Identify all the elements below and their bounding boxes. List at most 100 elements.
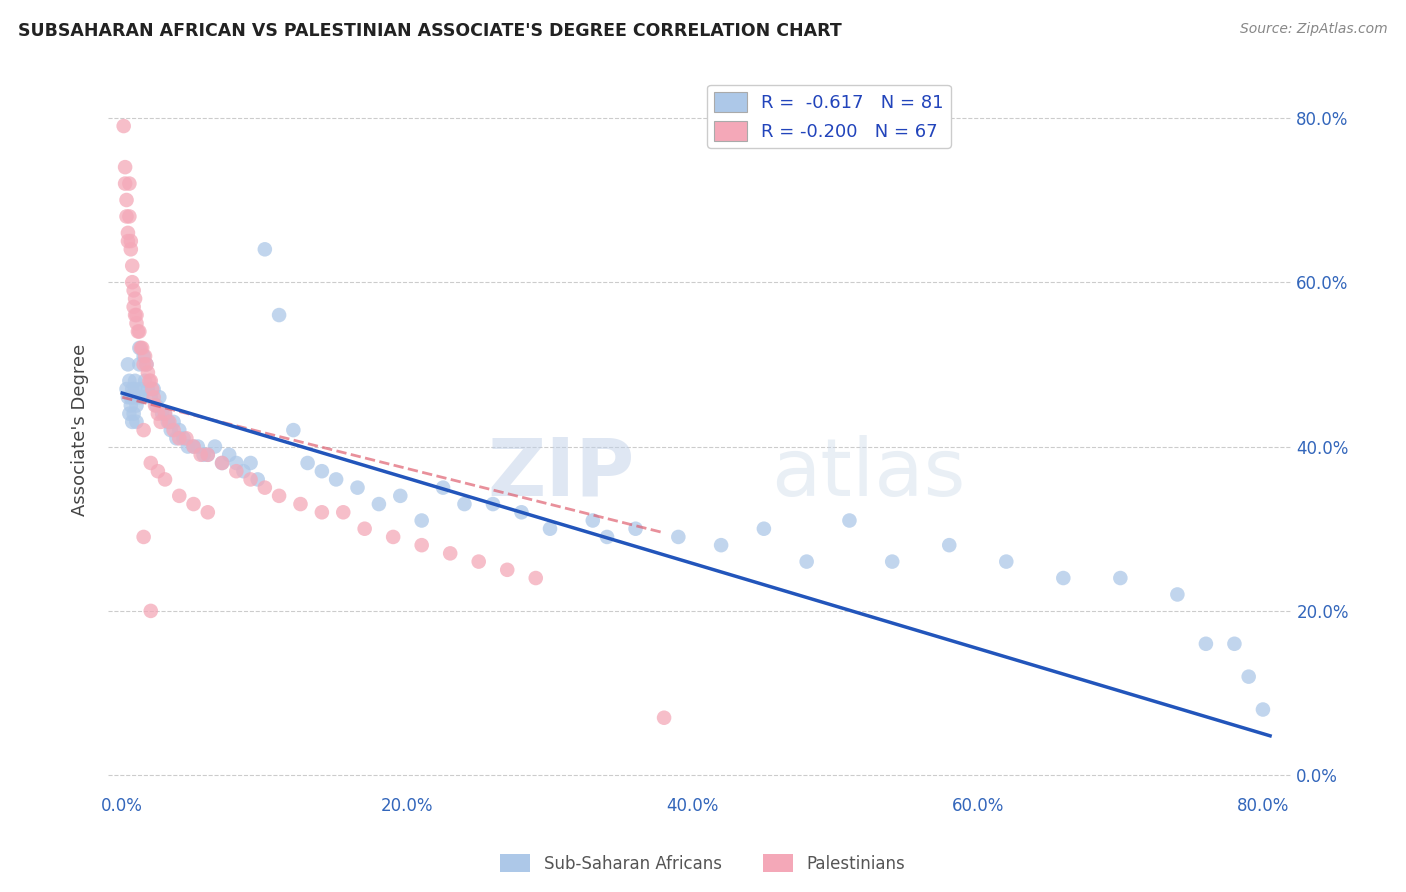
Point (122, 284, 145, 298)
Point (148, 390, 170, 404)
Point (121, 259, 143, 273)
Point (353, 522, 375, 536)
Point (838, 514, 860, 528)
Point (124, 382, 146, 396)
Point (159, 423, 181, 437)
Point (117, 390, 139, 404)
Point (125, 399, 148, 413)
Point (134, 349, 156, 363)
Point (115, 193, 138, 207)
Point (269, 308, 291, 322)
Point (290, 497, 312, 511)
Point (1237, 670, 1260, 684)
Point (115, 210, 138, 224)
Point (332, 505, 354, 519)
Point (153, 407, 176, 421)
Point (162, 423, 184, 437)
Point (652, 711, 675, 725)
Point (153, 472, 176, 486)
Point (136, 382, 159, 396)
Point (752, 522, 775, 536)
Point (382, 530, 405, 544)
Point (938, 538, 960, 552)
Point (135, 357, 157, 371)
Point (115, 382, 138, 396)
Point (1195, 637, 1218, 651)
Point (193, 448, 215, 462)
Point (173, 431, 195, 445)
Point (367, 497, 389, 511)
Point (114, 160, 136, 174)
Point (118, 374, 141, 388)
Point (120, 243, 142, 257)
Point (253, 481, 276, 495)
Point (467, 555, 489, 569)
Point (411, 514, 433, 528)
Point (176, 431, 198, 445)
Point (169, 423, 191, 437)
Point (127, 390, 149, 404)
Point (187, 440, 209, 454)
Point (1052, 571, 1074, 585)
Point (138, 374, 160, 388)
Point (142, 390, 165, 404)
Point (162, 415, 184, 429)
Point (297, 456, 319, 470)
Point (122, 300, 145, 314)
Point (139, 390, 162, 404)
Point (125, 316, 148, 330)
Point (117, 226, 139, 240)
Legend: Sub-Saharan Africans, Palestinians: Sub-Saharan Africans, Palestinians (494, 847, 912, 880)
Point (157, 415, 180, 429)
Point (582, 514, 605, 528)
Point (1223, 637, 1246, 651)
Point (432, 481, 454, 495)
Point (117, 357, 139, 371)
Point (411, 538, 433, 552)
Point (120, 390, 142, 404)
Point (796, 555, 818, 569)
Point (124, 374, 146, 388)
Point (122, 390, 145, 404)
Point (596, 530, 619, 544)
Point (129, 341, 152, 355)
Point (246, 472, 269, 486)
Point (169, 431, 191, 445)
Text: atlas: atlas (770, 434, 965, 513)
Point (239, 456, 262, 470)
Point (121, 382, 143, 396)
Point (150, 407, 173, 421)
Text: SUBSAHARAN AFRICAN VS PALESTINIAN ASSOCIATE'S DEGREE CORRELATION CHART: SUBSAHARAN AFRICAN VS PALESTINIAN ASSOCI… (18, 22, 842, 40)
Point (482, 497, 505, 511)
Point (124, 292, 146, 306)
Point (121, 415, 143, 429)
Point (1166, 587, 1188, 601)
Point (197, 448, 219, 462)
Point (127, 325, 149, 339)
Point (146, 464, 169, 478)
Point (120, 234, 142, 248)
Point (128, 325, 150, 339)
Point (156, 415, 179, 429)
Point (211, 456, 233, 470)
Point (136, 366, 159, 380)
Point (132, 357, 155, 371)
Point (710, 538, 733, 552)
Point (538, 522, 561, 536)
Point (143, 399, 166, 413)
Point (882, 555, 904, 569)
Point (141, 382, 163, 396)
Point (496, 563, 519, 577)
Point (1109, 571, 1132, 585)
Point (139, 456, 162, 470)
Point (211, 456, 233, 470)
Point (269, 489, 291, 503)
Point (149, 415, 172, 429)
Point (253, 243, 276, 257)
Point (283, 423, 305, 437)
Point (132, 349, 155, 363)
Point (139, 374, 162, 388)
Point (510, 505, 533, 519)
Point (177, 440, 200, 454)
Text: Source: ZipAtlas.com: Source: ZipAtlas.com (1240, 22, 1388, 37)
